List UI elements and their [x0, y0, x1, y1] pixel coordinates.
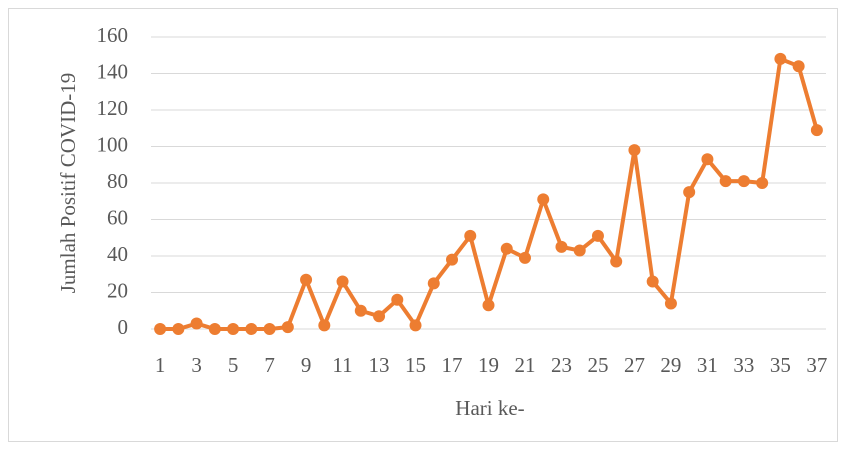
data-point — [792, 60, 805, 73]
x-tick-label: 21 — [514, 353, 535, 377]
data-point — [336, 275, 349, 288]
data-point — [464, 229, 477, 242]
data-point — [774, 52, 787, 65]
data-point — [610, 255, 623, 268]
x-tick-label: 19 — [478, 353, 499, 377]
x-axis-title: Hari ke- — [455, 396, 524, 420]
y-tick-label: 140 — [97, 59, 129, 83]
x-tick-label: 29 — [660, 353, 681, 377]
data-point — [318, 319, 331, 332]
data-point — [245, 323, 258, 335]
x-tick-label: 9 — [301, 353, 312, 377]
data-point — [409, 319, 422, 332]
x-tick-label: 13 — [369, 353, 390, 377]
data-point — [591, 229, 604, 242]
data-point — [737, 175, 750, 188]
y-tick-label: 100 — [97, 132, 129, 156]
data-point — [719, 175, 732, 188]
data-point — [172, 323, 185, 335]
y-tick-label: 160 — [97, 23, 129, 47]
y-tick-label: 80 — [107, 169, 128, 193]
x-tick-label: 1 — [155, 353, 166, 377]
x-tick-label: 17 — [442, 353, 463, 377]
y-tick-label: 40 — [107, 242, 128, 266]
x-tick-label: 23 — [551, 353, 572, 377]
data-point — [810, 124, 823, 137]
data-point — [446, 253, 459, 266]
data-point — [154, 323, 167, 335]
data-point — [300, 273, 313, 286]
chart-frame — [8, 8, 838, 442]
data-point — [427, 277, 440, 290]
x-tick-label: 35 — [770, 353, 791, 377]
data-point — [391, 293, 404, 306]
y-tick-label: 20 — [107, 278, 128, 302]
data-point — [227, 323, 240, 335]
data-point — [518, 251, 531, 264]
x-tick-label: 27 — [624, 353, 645, 377]
x-tick-label: 11 — [332, 353, 352, 377]
y-axis-title: Jumlah Positif COVID-19 — [56, 73, 80, 294]
data-point — [756, 177, 769, 189]
y-tick-label: 120 — [97, 96, 129, 120]
data-point — [373, 310, 386, 323]
x-tick-label: 25 — [587, 353, 608, 377]
data-point — [537, 193, 550, 206]
y-tick-label: 0 — [118, 315, 129, 339]
data-point — [683, 186, 696, 199]
data-point — [664, 297, 677, 310]
x-tick-label: 31 — [697, 353, 718, 377]
data-point — [500, 242, 513, 255]
data-point — [628, 144, 641, 157]
data-point — [190, 317, 203, 330]
data-point — [555, 240, 568, 253]
x-tick-label: 15 — [405, 353, 426, 377]
data-point — [646, 275, 659, 288]
data-point — [701, 153, 714, 166]
y-tick-label: 60 — [107, 205, 128, 229]
data-point — [263, 323, 276, 335]
x-tick-label: 37 — [806, 353, 827, 377]
x-tick-label: 7 — [264, 353, 275, 377]
data-point — [482, 299, 495, 312]
data-point — [354, 304, 367, 317]
x-tick-label: 33 — [733, 353, 754, 377]
data-point — [573, 244, 586, 257]
x-tick-label: 3 — [191, 353, 202, 377]
data-point — [281, 321, 294, 334]
data-point — [208, 323, 221, 335]
x-tick-label: 5 — [228, 353, 239, 377]
